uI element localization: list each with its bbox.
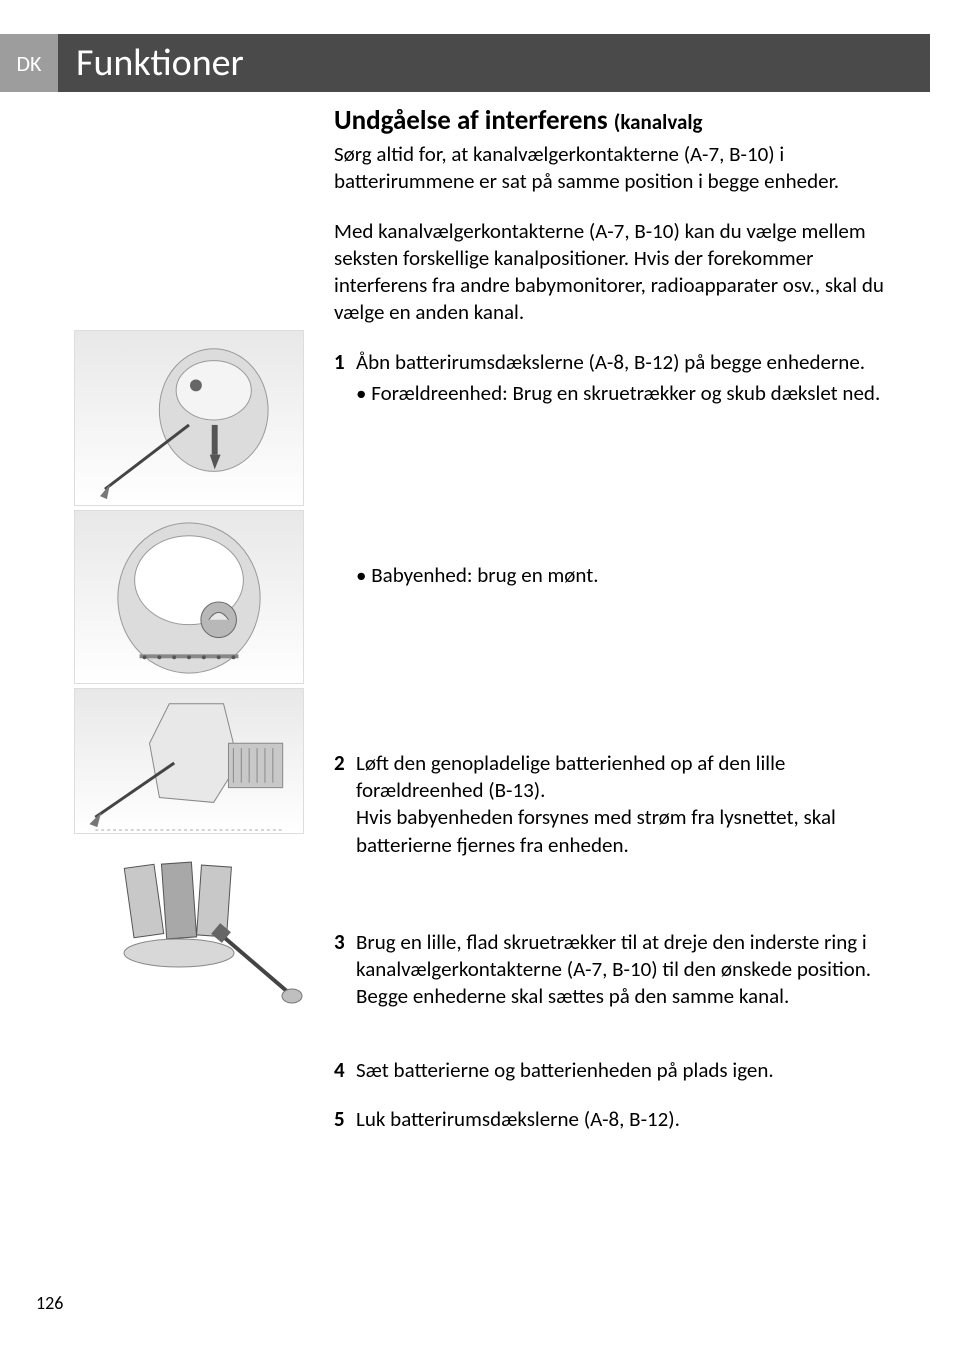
step-4-number: 4	[334, 1057, 356, 1084]
illustration-4	[74, 848, 304, 1008]
step-1-bullet-1: • Forældreenhed: Brug en skruetrækker og…	[334, 380, 910, 407]
step-5: 5 Luk batterirumsdækslerne (A-8, B-12).	[334, 1106, 910, 1133]
step-2: 2 Løft den genopladelige batterienhed op…	[334, 750, 910, 859]
step-1-bullet-2: • Babyenhed: brug en mønt.	[334, 562, 910, 589]
step-1-text: Åbn batterirumsdækslerne (A-8, B-12) på …	[356, 349, 910, 376]
heading-sub: (kanalvalg	[614, 109, 703, 135]
step-1-number: 1	[334, 349, 356, 376]
page-number: 126	[36, 1292, 63, 1314]
step-5-number: 5	[334, 1106, 356, 1133]
step-3: 3 Brug en lille, flad skruetrækker til a…	[334, 929, 910, 1011]
step-5-text: Luk batterirumsdækslerne (A-8, B-12).	[356, 1106, 910, 1133]
step-2-text: Løft den genopladelige batterienhed op a…	[356, 750, 910, 859]
illustration-3	[74, 688, 304, 834]
step-3-number: 3	[334, 929, 356, 1011]
step-4: 4 Sæt batterierne og batterienheden på p…	[334, 1057, 910, 1084]
intro-paragraph-1: Sørg altid for, at kanalvælgerkontaktern…	[334, 141, 910, 196]
illustration-1	[74, 330, 304, 506]
heading-main: Undgåelse af interferens	[334, 104, 614, 137]
step-1: 1 Åbn batterirumsdækslerne (A-8, B-12) p…	[334, 349, 910, 376]
page-title: Funktioner	[58, 34, 930, 92]
step-2-number: 2	[334, 750, 356, 859]
intro-paragraph-2: Med kanalvælgerkontakterne (A-7, B-10) k…	[334, 218, 910, 327]
section-heading: Undgåelse af interferens (kanalvalg	[334, 104, 910, 137]
step-4-text: Sæt batterierne og batterienheden på pla…	[356, 1057, 910, 1084]
illustration-2	[74, 510, 304, 684]
language-tab: DK	[0, 34, 58, 92]
step-3-text: Brug en lille, flad skruetrækker til at …	[356, 929, 910, 1011]
